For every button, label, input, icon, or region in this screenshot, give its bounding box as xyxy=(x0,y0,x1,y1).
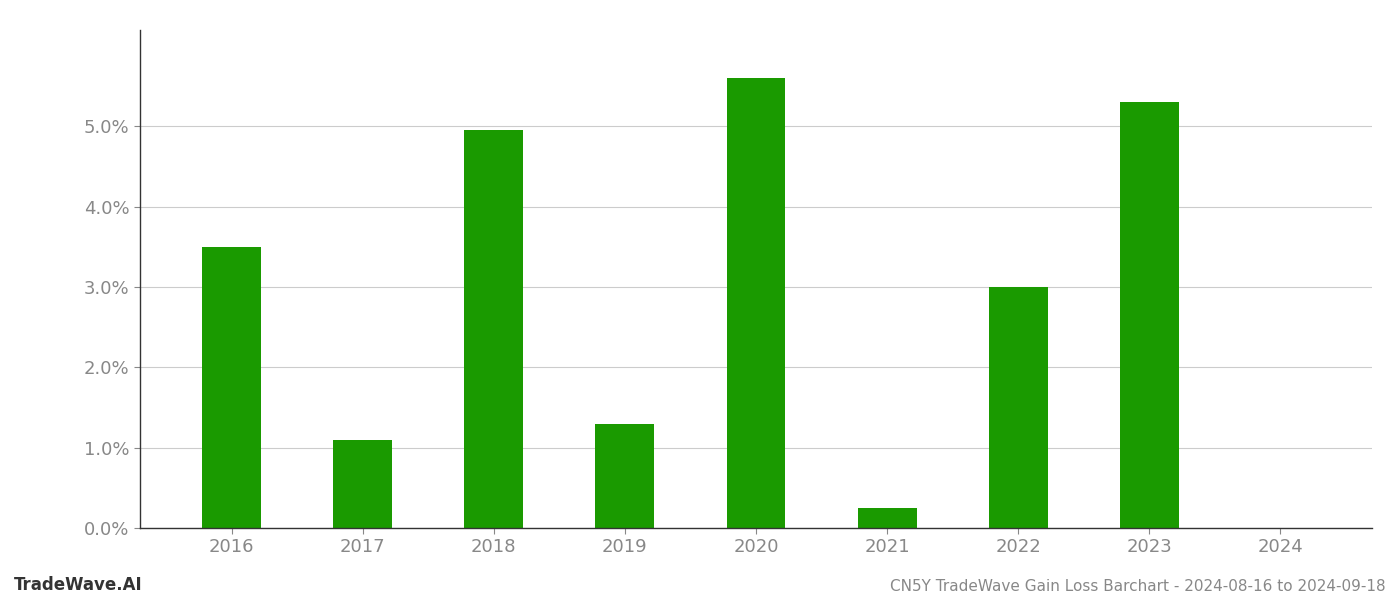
Text: TradeWave.AI: TradeWave.AI xyxy=(14,576,143,594)
Bar xyxy=(727,78,785,528)
Text: CN5Y TradeWave Gain Loss Barchart - 2024-08-16 to 2024-09-18: CN5Y TradeWave Gain Loss Barchart - 2024… xyxy=(890,579,1386,594)
Bar xyxy=(858,508,917,528)
Bar xyxy=(988,287,1047,528)
Bar xyxy=(595,424,654,528)
Bar xyxy=(333,440,392,528)
Bar xyxy=(465,130,524,528)
Bar xyxy=(1120,102,1179,528)
Bar xyxy=(202,247,262,528)
